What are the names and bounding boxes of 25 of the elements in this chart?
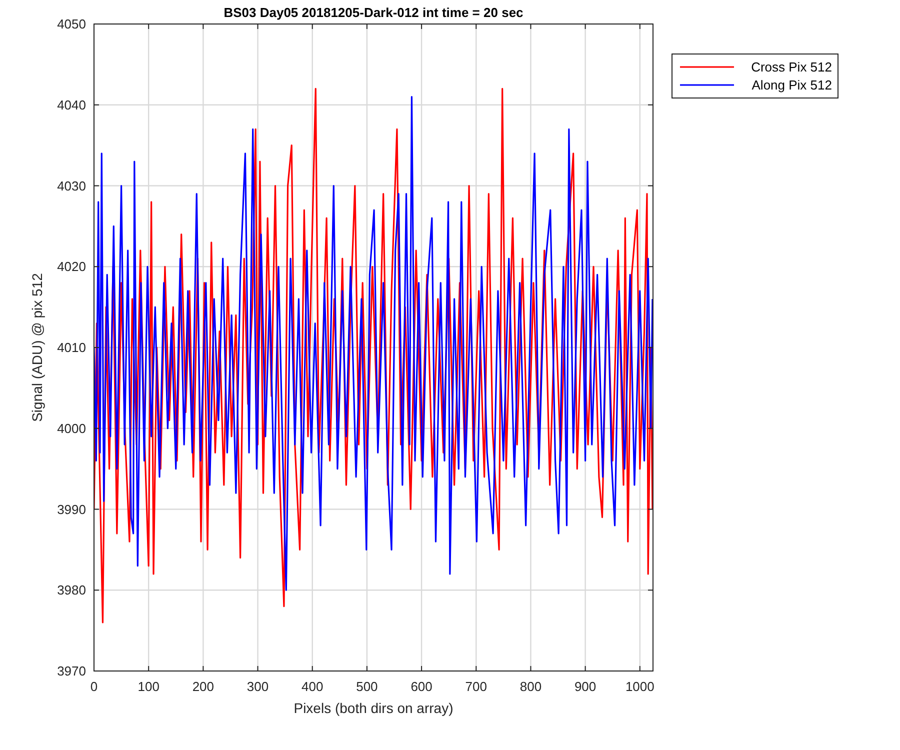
x-tick-label: 300 [246,679,269,694]
y-axis-title: Signal (ADU) @ pix 512 [29,272,45,422]
x-tick-label: 0 [90,679,98,694]
y-tick-label: 3970 [57,664,86,679]
y-tick-label: 3980 [57,582,86,598]
x-tick-label: 500 [356,679,378,694]
x-tick-label: 400 [302,679,324,694]
legend-label: Along Pix 512 [752,78,832,93]
chart-title: BS03 Day05 20181205-Dark-012 int time = 20 sec [224,5,524,20]
x-tick-label: 800 [520,679,542,694]
x-tick-label: 700 [465,679,487,694]
y-tick-label: 4000 [57,420,86,436]
x-tick-label: 100 [138,679,160,694]
y-tick-label: 4050 [57,16,86,32]
y-tick-label: 4020 [57,259,86,274]
x-tick-label: 900 [574,679,596,694]
x-tick-label: 1000 [625,679,654,694]
y-tick-label: 4010 [57,340,86,356]
x-tick-label: 600 [410,679,432,694]
y-tick-label: 3990 [57,502,86,517]
y-tick-label: 4040 [57,97,86,112]
x-tick-label: 200 [192,679,214,694]
legend-label: Cross Pix 512 [751,60,832,75]
x-axis-title: Pixels (both dirs on array) [294,700,454,716]
y-tick-label: 4030 [57,178,86,194]
